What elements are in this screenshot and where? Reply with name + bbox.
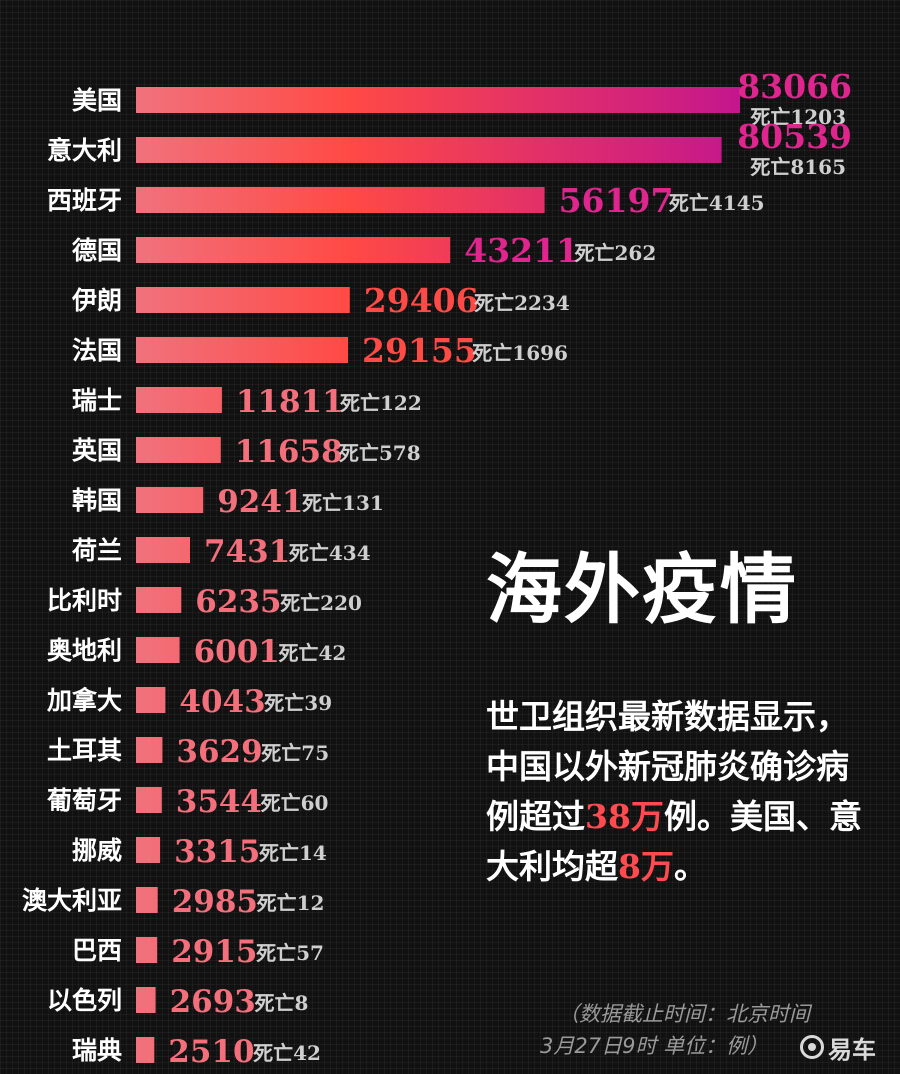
death-label: 死亡57 — [256, 941, 324, 965]
death-label: 死亡220 — [280, 591, 362, 615]
value-label: 29155 — [362, 331, 477, 370]
value-label: 7431 — [204, 534, 290, 570]
value-label: 2985 — [172, 884, 258, 920]
category-label: 葡萄牙 — [46, 786, 122, 815]
category-label: 意大利 — [47, 136, 122, 165]
value-label: 4043 — [179, 684, 265, 720]
bar — [136, 487, 204, 513]
category-label: 瑞士 — [72, 386, 122, 415]
bar — [136, 1037, 155, 1063]
value-label: 83066 — [737, 67, 852, 106]
bar — [136, 387, 222, 413]
value-label: 2693 — [170, 984, 256, 1020]
death-label: 死亡1696 — [472, 341, 568, 365]
value-label: 9241 — [217, 484, 303, 520]
summary-text: 世卫组织最新数据显示，中国以外新冠肺炎确诊病例超过38万例。美国、意大利均超8万… — [486, 692, 864, 892]
death-label: 死亡75 — [261, 741, 329, 765]
death-label: 死亡8 — [255, 991, 309, 1015]
death-label: 死亡42 — [279, 641, 347, 665]
category-label: 挪威 — [72, 836, 122, 865]
bar — [136, 987, 156, 1013]
death-label: 死亡434 — [289, 541, 371, 565]
category-label: 荷兰 — [72, 536, 122, 565]
death-label: 死亡2234 — [474, 291, 570, 315]
death-label: 死亡122 — [340, 391, 422, 415]
bar — [136, 787, 162, 813]
category-label: 巴西 — [72, 936, 122, 965]
summary-part-3: 。 — [673, 847, 707, 886]
category-label: 瑞典 — [72, 1036, 122, 1065]
value-label: 3629 — [176, 734, 262, 770]
bar — [136, 187, 545, 213]
bar — [136, 937, 158, 963]
bar — [136, 637, 180, 663]
yiche-logo-icon — [800, 1035, 824, 1059]
bar — [136, 287, 350, 313]
category-label: 以色列 — [47, 986, 122, 1015]
category-label: 德国 — [72, 236, 122, 265]
category-label: 韩国 — [72, 486, 122, 515]
headline: 海外疫情 — [486, 545, 798, 634]
bar — [136, 237, 451, 263]
category-label: 澳大利亚 — [22, 886, 122, 915]
value-label: 3544 — [176, 784, 262, 820]
category-label: 加拿大 — [46, 686, 122, 715]
bar — [136, 87, 740, 113]
value-label: 2915 — [171, 934, 257, 970]
bar — [136, 587, 182, 613]
death-label: 死亡14 — [259, 841, 327, 865]
summary-highlight-total: 38万 — [585, 797, 664, 836]
death-label: 死亡8165 — [750, 155, 846, 179]
bar — [136, 437, 221, 463]
death-label: 死亡42 — [253, 1041, 321, 1065]
death-label: 死亡262 — [575, 241, 657, 265]
bar — [136, 537, 190, 563]
brand-logo: 易车 — [800, 1030, 876, 1064]
bar — [136, 337, 348, 363]
summary-part-1: 世卫组织最新数据显示，中国以外新冠肺炎确诊病例超过 — [486, 697, 849, 836]
category-label: 法国 — [72, 336, 122, 365]
bar — [136, 737, 163, 763]
value-label: 6235 — [195, 584, 281, 620]
death-label: 死亡4145 — [669, 191, 765, 215]
value-label: 11658 — [235, 434, 343, 470]
category-label: 英国 — [72, 436, 122, 465]
bar — [136, 687, 166, 713]
footnote-line-2: 3月27日9时 单位：例） — [540, 1034, 769, 1058]
bar — [136, 137, 722, 163]
footnote: （数据截止时间：北京时间 3月27日9时 单位：例） — [540, 998, 840, 1062]
value-label: 29406 — [364, 281, 479, 320]
value-label: 2510 — [168, 1034, 254, 1070]
value-label: 6001 — [194, 634, 280, 670]
summary-part-2: 例。美国、意大利均超 — [486, 797, 862, 886]
death-label: 死亡60 — [261, 791, 329, 815]
category-label: 美国 — [72, 86, 122, 115]
footnote-line-1: （数据截止时间：北京时间 — [558, 1002, 810, 1026]
death-label: 死亡39 — [264, 691, 332, 715]
value-label: 80539 — [737, 117, 852, 156]
category-label: 西班牙 — [47, 186, 122, 215]
bar — [136, 887, 158, 913]
value-label: 56197 — [559, 181, 674, 220]
death-label: 死亡131 — [302, 491, 384, 515]
summary-highlight-us-italy: 8万 — [618, 847, 674, 886]
category-label: 土耳其 — [47, 736, 122, 765]
category-label: 伊朗 — [71, 286, 122, 315]
value-label: 11811 — [236, 384, 344, 420]
death-label: 死亡578 — [339, 441, 421, 465]
brand-logo-text: 易车 — [828, 1035, 876, 1064]
value-label: 3315 — [174, 834, 260, 870]
death-label: 死亡1203 — [750, 105, 846, 129]
bar — [136, 837, 161, 863]
category-label: 比利时 — [47, 586, 122, 615]
category-label: 奥地利 — [47, 636, 122, 665]
value-label: 43211 — [464, 231, 579, 270]
death-label: 死亡12 — [257, 891, 325, 915]
